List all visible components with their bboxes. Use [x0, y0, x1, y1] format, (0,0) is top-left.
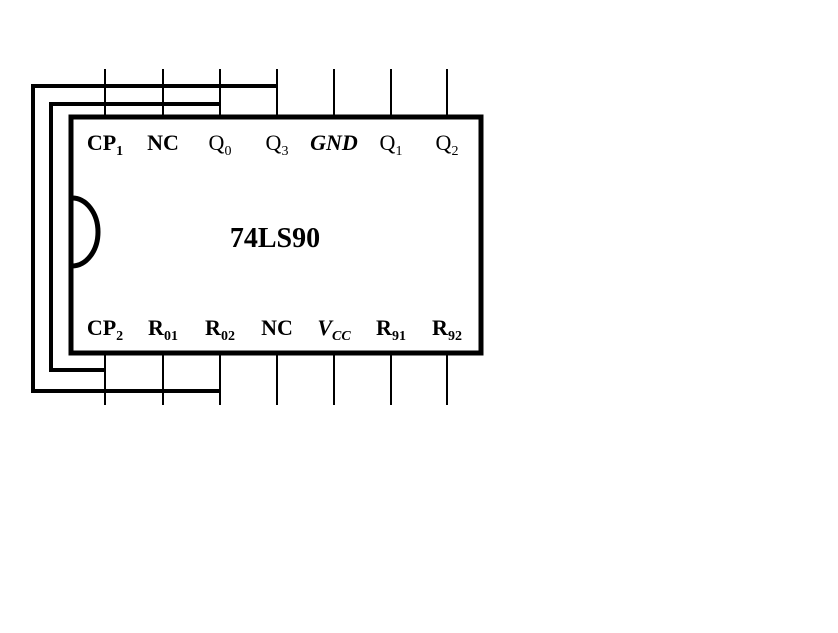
bottom-pin-label-4-main: NC — [261, 315, 293, 340]
bottom-pin-label-5: VCC — [317, 315, 351, 344]
bottom-pin-labels: CP2 R01 R02 NC VCC R91 R92 — [87, 315, 462, 344]
top-pin-label-1: CP1 — [87, 130, 123, 159]
bottom-pin-label-3-main: R — [205, 315, 222, 340]
wire-q0-to-cp2 — [49, 102, 220, 372]
bottom-pin-label-2: R01 — [148, 315, 178, 344]
top-pin-label-6-main: Q — [380, 130, 396, 155]
bottom-pin-label-3-sub: 02 — [221, 329, 235, 344]
bottom-pin-label-3: R02 — [205, 315, 235, 344]
top-pin-label-7: Q2 — [436, 130, 459, 159]
bottom-pin-label-6: R91 — [376, 315, 406, 344]
bottom-pin-label-1: CP2 — [87, 315, 123, 344]
chip-notch — [71, 195, 101, 269]
top-pin-label-7-sub: 2 — [451, 144, 458, 159]
top-pin-label-6-sub: 1 — [395, 144, 402, 159]
top-pin-label-4-sub: 3 — [281, 144, 288, 159]
bottom-pin-label-7-main: R — [432, 315, 449, 340]
bottom-pin-label-2-sub: 01 — [164, 329, 178, 344]
chip-body — [68, 114, 484, 356]
top-pin-label-5: GND — [310, 130, 358, 155]
top-pin-label-1-sub: 1 — [116, 144, 123, 159]
top-pin-label-5-main: GND — [310, 130, 358, 155]
top-pin-labels: CP1 NC Q0 Q3 GND Q1 Q2 — [87, 130, 459, 159]
bottom-pin-label-6-sub: 91 — [392, 329, 406, 344]
wire-cp1-to-q3 — [31, 84, 277, 393]
bottom-pin-label-6-main: R — [376, 315, 393, 340]
chip-name: 74LS90 — [230, 223, 320, 254]
top-pin-label-3-sub: 0 — [224, 144, 231, 159]
top-pin-label-2-main: NC — [147, 130, 179, 155]
bottom-pin-label-4: NC — [261, 315, 293, 340]
bottom-pin-label-1-main: CP — [87, 315, 116, 340]
top-pin-label-7-main: Q — [436, 130, 452, 155]
bottom-pin-label-7-sub: 92 — [448, 329, 462, 344]
top-pin-label-1-main: CP — [87, 130, 116, 155]
top-pin-label-3-main: Q — [209, 130, 225, 155]
bottom-pin-label-2-main: R — [148, 315, 165, 340]
pin-legs — [104, 69, 448, 405]
connection-wires — [31, 84, 277, 393]
bottom-pin-label-7: R92 — [432, 315, 462, 344]
top-pin-label-2: NC — [147, 130, 179, 155]
bottom-pin-label-1-sub: 2 — [116, 329, 123, 344]
bottom-pin-label-5-main: V — [317, 315, 334, 340]
top-pin-label-3: Q0 — [209, 130, 232, 159]
top-pin-label-6: Q1 — [380, 130, 403, 159]
bottom-pin-label-5-sub: CC — [332, 329, 351, 344]
top-pin-label-4: Q3 — [266, 130, 289, 159]
top-pin-label-4-main: Q — [266, 130, 282, 155]
